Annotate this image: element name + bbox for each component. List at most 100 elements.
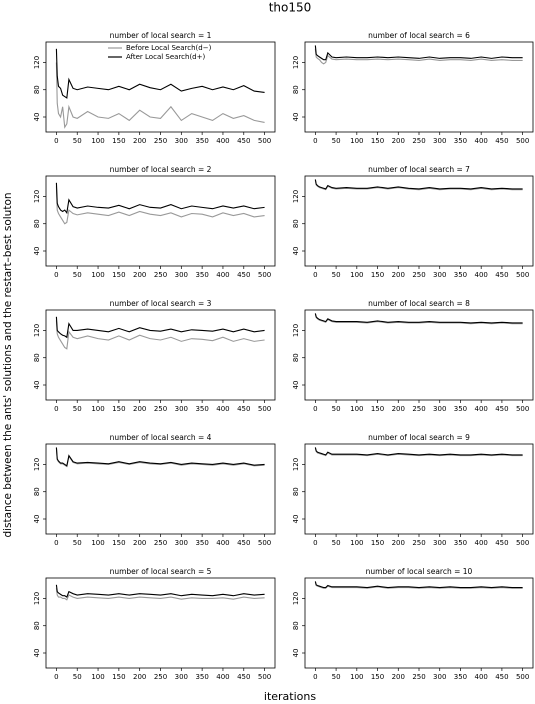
x-tick-label: 350 — [195, 271, 208, 279]
data-line — [314, 581, 523, 589]
x-tick-label: 50 — [73, 673, 82, 681]
x-tick-label: 350 — [454, 539, 467, 547]
panel-title: number of local search = 4 — [110, 433, 212, 442]
x-axis-label: iterations — [264, 690, 316, 703]
x-tick-label: 500 — [258, 271, 271, 279]
data-line — [55, 320, 265, 350]
y-tick-label: 120 — [292, 190, 300, 203]
x-tick-label: 100 — [350, 137, 363, 145]
x-tick-label: 450 — [237, 137, 250, 145]
x-tick-label: 100 — [350, 271, 363, 279]
x-tick-label: 250 — [154, 271, 167, 279]
x-tick-label: 0 — [54, 405, 58, 413]
x-tick-label: 200 — [392, 405, 405, 413]
panel-title: number of local search = 2 — [110, 165, 212, 174]
x-tick-label: 300 — [175, 271, 188, 279]
y-tick-label: 80 — [292, 219, 300, 228]
data-line — [55, 186, 265, 225]
x-tick-label: 50 — [332, 137, 341, 145]
x-tick-label: 300 — [175, 539, 188, 547]
x-tick-label: 300 — [433, 539, 446, 547]
data-line — [55, 62, 265, 129]
data-line — [314, 48, 523, 65]
panel-title: number of local search = 9 — [368, 433, 470, 442]
x-tick-label: 400 — [474, 271, 487, 279]
data-line — [55, 182, 265, 215]
x-tick-label: 450 — [495, 539, 508, 547]
x-tick-label: 250 — [412, 137, 425, 145]
x-tick-label: 100 — [350, 539, 363, 547]
x-tick-label: 150 — [371, 405, 384, 413]
x-tick-label: 250 — [154, 405, 167, 413]
x-tick-label: 200 — [392, 271, 405, 279]
panel-title: number of local search = 10 — [366, 567, 473, 576]
x-tick-label: 500 — [258, 539, 271, 547]
y-tick-label: 40 — [33, 515, 41, 524]
y-tick-label: 40 — [33, 113, 41, 122]
y-tick-label: 40 — [33, 247, 41, 256]
y-tick-label: 80 — [33, 85, 41, 94]
x-tick-label: 500 — [516, 271, 529, 279]
x-tick-label: 300 — [433, 405, 446, 413]
x-tick-label: 400 — [474, 673, 487, 681]
y-tick-label: 80 — [292, 621, 300, 630]
x-tick-label: 0 — [313, 137, 317, 145]
x-tick-label: 200 — [392, 137, 405, 145]
x-tick-label: 500 — [258, 405, 271, 413]
x-tick-label: 150 — [112, 137, 125, 145]
x-tick-label: 200 — [133, 673, 146, 681]
x-tick-label: 100 — [350, 673, 363, 681]
x-tick-label: 150 — [371, 539, 384, 547]
x-tick-label: 50 — [73, 271, 82, 279]
x-tick-label: 300 — [433, 271, 446, 279]
data-line — [314, 447, 523, 457]
x-tick-label: 300 — [175, 137, 188, 145]
x-tick-label: 100 — [350, 405, 363, 413]
data-line — [314, 581, 523, 589]
x-tick-label: 50 — [73, 405, 82, 413]
x-tick-label: 450 — [237, 271, 250, 279]
panel-title: number of local search = 8 — [368, 299, 470, 308]
x-tick-label: 300 — [433, 673, 446, 681]
y-axis-label: distance between the ants' solutions and… — [2, 192, 14, 537]
x-tick-label: 300 — [175, 673, 188, 681]
x-tick-label: 450 — [237, 405, 250, 413]
x-tick-label: 400 — [216, 539, 229, 547]
x-tick-label: 250 — [412, 673, 425, 681]
x-tick-label: 400 — [474, 405, 487, 413]
x-tick-label: 350 — [195, 405, 208, 413]
x-tick-label: 200 — [133, 137, 146, 145]
data-line — [314, 179, 523, 190]
x-tick-label: 250 — [154, 673, 167, 681]
panel-title: number of local search = 7 — [368, 165, 470, 174]
data-line — [55, 48, 265, 99]
data-line — [55, 588, 265, 601]
x-tick-label: 50 — [332, 673, 341, 681]
x-tick-label: 250 — [154, 137, 167, 145]
x-tick-label: 500 — [516, 137, 529, 145]
x-tick-label: 50 — [73, 137, 82, 145]
x-tick-label: 0 — [313, 673, 317, 681]
x-tick-label: 50 — [332, 539, 341, 547]
data-line — [314, 45, 523, 61]
x-tick-label: 100 — [91, 673, 104, 681]
x-tick-label: 100 — [91, 539, 104, 547]
x-tick-label: 50 — [332, 405, 341, 413]
x-tick-label: 150 — [112, 539, 125, 547]
x-tick-label: 400 — [216, 271, 229, 279]
x-tick-label: 200 — [133, 405, 146, 413]
y-tick-label: 40 — [292, 247, 300, 256]
y-tick-label: 80 — [292, 85, 300, 94]
x-tick-label: 150 — [371, 137, 384, 145]
y-tick-label: 120 — [33, 592, 41, 605]
x-tick-label: 150 — [371, 673, 384, 681]
x-tick-label: 100 — [91, 405, 104, 413]
x-tick-label: 0 — [54, 539, 58, 547]
x-tick-label: 350 — [454, 673, 467, 681]
x-tick-label: 250 — [412, 539, 425, 547]
data-line — [314, 313, 523, 325]
x-tick-label: 0 — [54, 271, 58, 279]
y-tick-label: 120 — [33, 324, 41, 337]
x-tick-label: 400 — [474, 137, 487, 145]
